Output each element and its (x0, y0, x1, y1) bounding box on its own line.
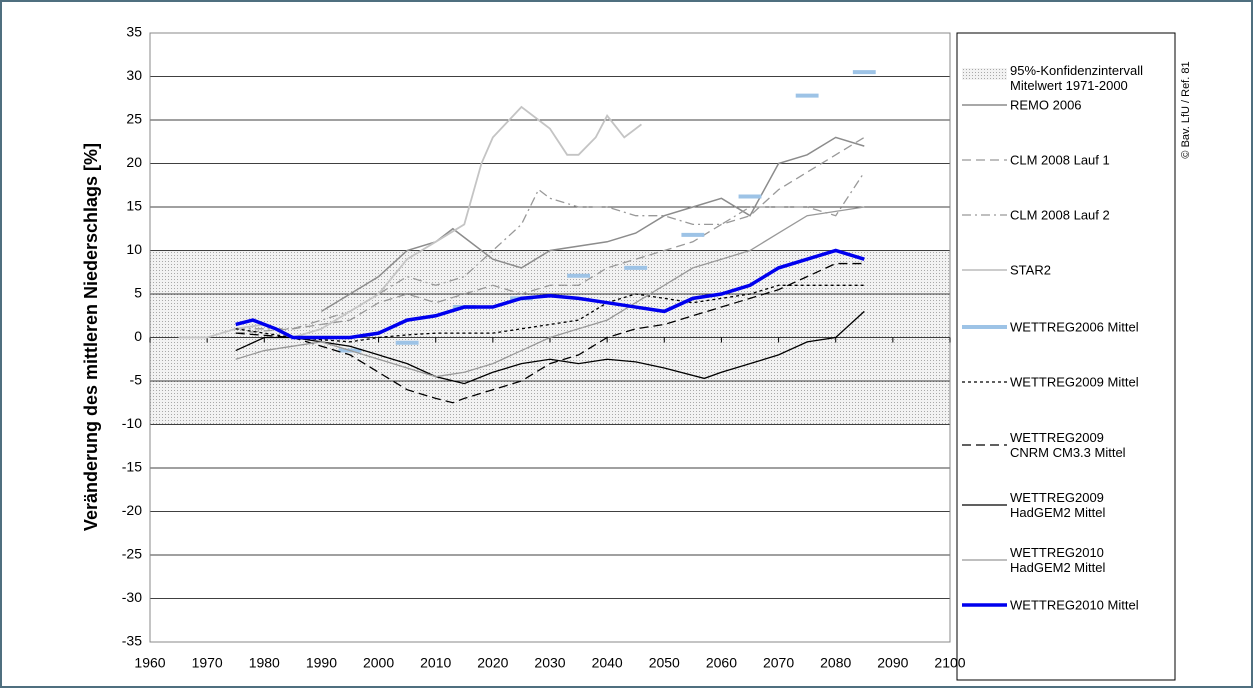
legend-label: WETTREG2009 Mittel (1010, 374, 1139, 390)
x-tick-label: 2080 (820, 655, 851, 671)
y-axis-label: Veränderung des mittleren Niederschlags … (81, 143, 101, 531)
legend-label: WETTREG2010 Mittel (1010, 597, 1139, 613)
legend-label: STAR2 (1010, 262, 1051, 278)
series-line (235, 206, 865, 378)
legend-label: CLM 2008 Lauf 1 (1010, 152, 1110, 168)
series-line (321, 136, 865, 313)
legend-label: WETTREG2009 CNRM CM3.3 Mittel (1010, 430, 1126, 460)
y-tick-label: -5 (130, 372, 143, 388)
x-tick-label: 2000 (363, 655, 394, 671)
x-tick-label: 2060 (706, 655, 737, 671)
x-tick-label: 2040 (592, 655, 623, 671)
legend-label: WETTREG2006 Mittel (1010, 319, 1139, 335)
y-tick-label: -10 (122, 415, 142, 431)
series-line (235, 171, 865, 330)
series-line (235, 262, 865, 404)
x-tick-label: 2070 (763, 655, 794, 671)
y-tick-label: 15 (126, 198, 142, 214)
y-tick-label: 10 (126, 241, 142, 257)
legend-swatch (962, 68, 1007, 80)
y-tick-label: -20 (122, 502, 142, 518)
x-tick-label: 1990 (306, 655, 337, 671)
series-line (235, 284, 865, 343)
x-tick-label: 2100 (934, 655, 965, 671)
y-tick-label: 20 (126, 154, 142, 170)
legend-label: 95%-Konfidenzintervall Mitelwert 1971-20… (1010, 63, 1143, 93)
y-tick-label: -35 (122, 633, 142, 649)
x-tick-label: 2090 (877, 655, 908, 671)
y-tick-label: 35 (126, 24, 142, 40)
y-tick-label: -15 (122, 459, 142, 475)
legend-label: WETTREG2009 HadGEM2 Mittel (1010, 490, 1106, 520)
series-line (235, 310, 865, 385)
x-tick-label: 2020 (477, 655, 508, 671)
legend-label: REMO 2006 (1010, 97, 1082, 113)
y-tick-label: 0 (134, 328, 142, 344)
x-tick-label: 1960 (134, 655, 165, 671)
x-tick-label: 1980 (249, 655, 280, 671)
x-tick-label: 2050 (649, 655, 680, 671)
legend-label: CLM 2008 Lauf 2 (1010, 207, 1110, 223)
y-tick-label: -25 (122, 546, 142, 562)
y-tick-label: -30 (122, 589, 142, 605)
legend-label: WETTREG2010 HadGEM2 Mittel (1010, 545, 1106, 575)
x-tick-label: 2010 (420, 655, 451, 671)
series-line (235, 136, 865, 334)
x-tick-label: 1970 (192, 655, 223, 671)
credit: © Bav. LfU / Ref. 81 (1180, 61, 1192, 158)
y-tick-label: 30 (126, 67, 142, 83)
legend-box (956, 32, 1176, 681)
y-tick-label: 5 (134, 285, 142, 301)
x-tick-label: 2030 (534, 655, 565, 671)
series-line (235, 248, 865, 340)
y-tick-label: 25 (126, 111, 142, 127)
